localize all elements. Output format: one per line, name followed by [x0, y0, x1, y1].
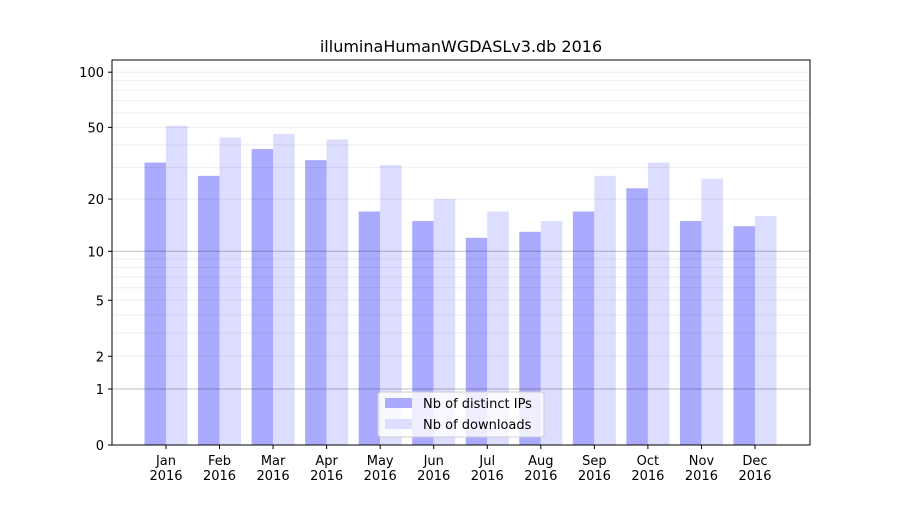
bar-distinct-ips — [198, 175, 220, 445]
chart-title: illuminaHumanWGDASLv3.db 2016 — [320, 37, 602, 56]
bar-distinct-ips — [412, 221, 434, 445]
bar-downloads — [647, 162, 670, 446]
bar-downloads — [166, 125, 188, 446]
x-tick-label-line: Nov — [689, 454, 715, 469]
bar-distinct-ips — [679, 221, 702, 445]
x-tick-label-line: Jul — [478, 454, 495, 469]
x-tick-label-line: 2016 — [203, 469, 236, 484]
x-tick-label: Apr 2016 — [310, 454, 343, 484]
x-tick-label: Mar 2016 — [257, 454, 290, 484]
x-tick-label-line: 2016 — [738, 469, 771, 484]
bar-distinct-ips — [358, 211, 381, 445]
bar-downloads — [755, 216, 777, 445]
x-tick-label-line: Oct — [637, 454, 659, 469]
bar-downloads — [487, 211, 509, 445]
y-tick-label: 20 — [87, 193, 104, 208]
bar-distinct-ips — [572, 211, 595, 445]
x-tick-label-line: 2016 — [257, 469, 290, 484]
x-tick-label-line: Apr — [315, 454, 338, 469]
x-tick-label: Nov 2016 — [685, 454, 718, 484]
x-tick-label: Sep 2016 — [578, 454, 611, 484]
bar-distinct-ips — [251, 149, 274, 445]
x-tick-label-line: Sep — [582, 454, 607, 469]
bar-distinct-ips — [144, 162, 166, 446]
x-tick-label: Feb 2016 — [203, 454, 236, 484]
x-tick-label: Jul 2016 — [471, 454, 504, 484]
y-tick-label: 2 — [96, 350, 104, 365]
y-tick-label: 5 — [96, 294, 104, 309]
bar-downloads — [380, 165, 402, 445]
x-tick-label: Oct 2016 — [631, 454, 664, 484]
x-tick-label-line: 2016 — [149, 469, 182, 484]
x-tick-label-line: 2016 — [524, 469, 557, 484]
plot-frame — [111, 59, 811, 446]
legend: Nb of distinct IPs Nb of downloads — [377, 391, 545, 438]
x-tick-label-line: Jun — [423, 454, 444, 469]
legend-label: Nb of distinct IPs — [423, 397, 532, 412]
y-tick-label: 1 — [96, 383, 104, 398]
bar-downloads — [433, 199, 456, 445]
bar-distinct-ips — [305, 160, 327, 445]
bar-distinct-ips — [626, 188, 648, 446]
x-tick-label-line: 2016 — [685, 469, 718, 484]
legend-swatch — [385, 398, 412, 408]
bar-downloads — [219, 137, 242, 445]
bar-downloads — [273, 133, 295, 445]
bar-downloads — [326, 139, 349, 445]
y-tick-label: 0 — [96, 439, 104, 454]
bar-downloads — [701, 178, 723, 445]
x-tick-label-line: 2016 — [310, 469, 343, 484]
x-tick-label-line: Aug — [528, 454, 553, 469]
bar-downloads — [540, 221, 563, 445]
x-tick-label-line: Mar — [261, 454, 286, 469]
x-tick-label-line: May — [367, 454, 394, 469]
x-tick-label: Aug 2016 — [524, 454, 557, 484]
x-tick-label-line: Feb — [208, 454, 231, 469]
x-tick-label-line: 2016 — [578, 469, 611, 484]
x-tick-label: Dec 2016 — [738, 454, 771, 484]
bar-downloads — [594, 175, 616, 445]
x-tick-label-line: 2016 — [631, 469, 664, 484]
legend-swatch — [385, 419, 412, 429]
x-tick-label-line: 2016 — [417, 469, 450, 484]
x-tick-label: May 2016 — [364, 454, 397, 484]
x-tick-label-line: Dec — [742, 454, 767, 469]
y-tick-label: 10 — [87, 245, 104, 260]
x-tick-label: Jan 2016 — [149, 454, 182, 484]
x-tick-label-line: 2016 — [364, 469, 397, 484]
y-tick-label: 100 — [79, 66, 104, 81]
y-tick-label: 50 — [87, 121, 104, 136]
x-tick-label: Jun 2016 — [417, 454, 450, 484]
legend-box — [377, 391, 545, 438]
bar-distinct-ips — [733, 226, 755, 445]
x-tick-label-line: 2016 — [471, 469, 504, 484]
legend-label: Nb of downloads — [423, 418, 532, 433]
x-tick-label-line: Jan — [155, 454, 176, 469]
